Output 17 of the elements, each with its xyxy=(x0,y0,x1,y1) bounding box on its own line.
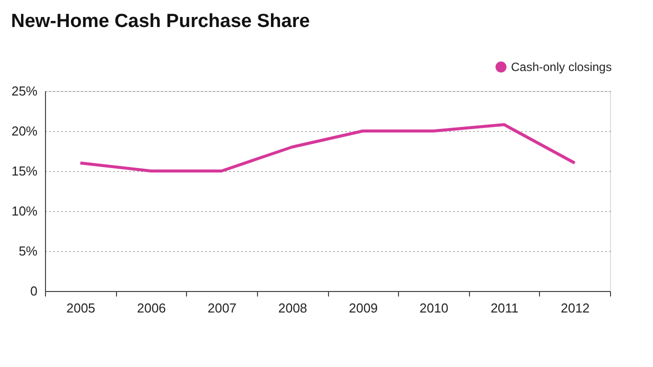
chart-title: New-Home Cash Purchase Share xyxy=(10,11,310,32)
x-tick-label: 2010 xyxy=(419,300,448,316)
y-tick-label: 20% xyxy=(11,124,38,138)
x-tick-label: 2007 xyxy=(208,300,237,316)
x-tick-label: 2006 xyxy=(136,300,166,316)
y-tick-label: 25% xyxy=(11,84,38,98)
x-tick-label: 2012 xyxy=(560,300,590,316)
x-tick-label: 2011 xyxy=(490,300,519,316)
x-tick-label: 2008 xyxy=(278,300,308,316)
line-series xyxy=(78,123,576,172)
y-tick-label: 5% xyxy=(18,244,38,258)
legend-label: Cash-only closings xyxy=(511,60,612,74)
y-tick-label: 10% xyxy=(11,204,38,218)
y-tick-label: 15% xyxy=(11,164,38,178)
y-tick-label: 0 xyxy=(30,284,38,298)
x-tick-label: 2009 xyxy=(348,300,378,316)
x-tick-label: 2005 xyxy=(66,300,96,316)
